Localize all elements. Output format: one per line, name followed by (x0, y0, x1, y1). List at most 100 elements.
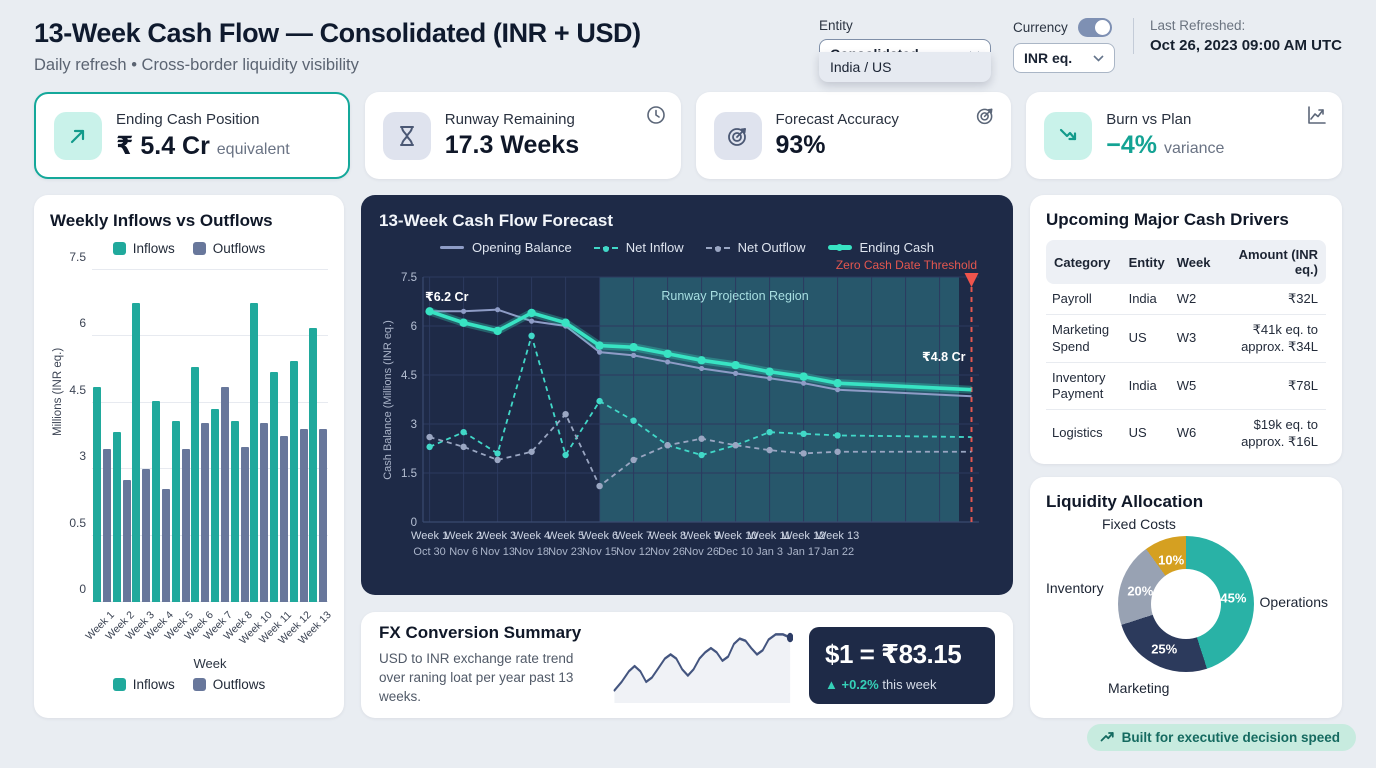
bar-chart-title: Weekly Inflows vs Outflows (50, 211, 273, 230)
gridline (92, 468, 328, 470)
page-subtitle: Daily refresh • Cross-border liquidity v… (34, 56, 359, 74)
forecast-legend-net-outflow: Net Outflow (705, 240, 806, 255)
outflow-bar (319, 429, 328, 602)
inflow-bar (112, 431, 121, 602)
table-cell: W5 (1170, 362, 1217, 411)
kpi-title: Ending Cash Position (116, 110, 260, 128)
bar-group (131, 270, 151, 602)
outflow-bar (142, 469, 151, 602)
svg-text:Week 13: Week 13 (816, 530, 859, 542)
table-header: Category (1046, 240, 1123, 284)
badge-label: Built for executive decision speed (1121, 730, 1340, 745)
svg-text:Week 6: Week 6 (581, 530, 618, 542)
main-grid: Weekly Inflows vs Outflows Inflows Outflo… (34, 195, 1342, 718)
table-cell: US (1122, 314, 1171, 363)
kpi-title: Runway Remaining (444, 111, 575, 128)
gridline (92, 401, 328, 403)
gridline (92, 269, 328, 270)
legend-marker (827, 244, 852, 251)
kpi-forecast-accuracy: Forecast Accuracy 93% (695, 92, 1012, 179)
entity-label: Entity (818, 18, 853, 33)
svg-text:1.5: 1.5 (401, 468, 417, 480)
table-row: Marketing Spend US W3 ₹41k eq. to approx. ₹… (1046, 314, 1326, 363)
kpi-runway-remaining: Runway Remaining 17.3 Weeks (364, 92, 681, 179)
donut-title: Liquidity Allocation (1046, 492, 1204, 511)
bar-group (289, 270, 309, 602)
bar-group (171, 270, 191, 602)
entity-option-india-us[interactable]: India / US (818, 52, 991, 82)
y-tick-label: 0 (79, 582, 86, 596)
header: 13-Week Cash Flow — Consolidated (INR + … (0, 0, 1376, 82)
y-tick-label: 3 (79, 449, 86, 464)
kpi-value: 17.3 Weeks (444, 131, 580, 159)
kpi-row: Ending Cash Position ₹ 5.4 Cr equivalent… (34, 92, 1342, 179)
svg-text:Jan 22: Jan 22 (821, 546, 854, 558)
svg-text:Week 3: Week 3 (479, 530, 516, 542)
table-cell: Inventory Payment (1046, 362, 1123, 411)
inflow-bar (230, 420, 239, 602)
kpi-burn-vs-plan: Burn vs Plan −4% variance (1026, 92, 1342, 179)
kpi-ending-cash-position: Ending Cash Position ₹ 5.4 Cr equivalent (34, 92, 350, 179)
bar-chart-plot: Millions (INR eq.) 0 0.5 3 4.5 6 7.5 (52, 250, 328, 602)
table-row: Payroll India W2 ₹32L (1046, 284, 1326, 316)
table-cell: W3 (1170, 314, 1217, 363)
svg-text:Week 12: Week 12 (782, 530, 825, 542)
svg-text:Nov 12: Nov 12 (616, 546, 651, 558)
svg-text:Nov 18: Nov 18 (514, 546, 549, 558)
table-cell: $19k eq. to approx. ₹16L (1241, 417, 1318, 449)
outflow-bar (240, 447, 249, 602)
outflow-bar (181, 449, 190, 602)
svg-text:Nov 15: Nov 15 (582, 546, 617, 558)
table-cell: ₹32L (1216, 284, 1326, 316)
currency-select[interactable]: INR eq. (1012, 43, 1115, 73)
weekly-inflows-outflows-card: Weekly Inflows vs Outflows Inflows Outflo… (34, 195, 344, 718)
svg-text:Week 8: Week 8 (649, 530, 686, 542)
currency-select-value: INR eq. (1023, 50, 1073, 66)
kpi-title: Burn vs Plan (1106, 111, 1192, 128)
x-tick-label: Week 13 (295, 609, 334, 647)
table-cell: ₹78L (1216, 362, 1326, 411)
toggle-knob (1094, 20, 1110, 35)
last-refreshed-label: Last Refreshed: (1149, 18, 1246, 33)
table-cell: US (1128, 425, 1147, 441)
table-cell: Payroll (1046, 284, 1123, 316)
trend-down-icon (1044, 111, 1093, 160)
fx-sparkline (613, 627, 794, 703)
kpi-suffix: variance (1163, 140, 1225, 157)
y-tick-label: 6 (79, 316, 86, 331)
legend-marker (705, 245, 730, 252)
outflow-bar (201, 422, 210, 602)
inflow-bar (309, 327, 318, 602)
svg-text:Nov 26: Nov 26 (684, 546, 719, 558)
inflow-bar (289, 360, 298, 602)
currency-toggle[interactable] (1077, 18, 1112, 37)
gridline (92, 335, 328, 337)
table-cell: Marketing Spend (1046, 314, 1123, 363)
donut-label-marketing: Marketing (1108, 680, 1170, 696)
table-cell: W2 (1170, 284, 1217, 316)
cash-drivers-card: Upcoming Major Cash Drivers Category Enti… (1030, 195, 1342, 464)
svg-text:Week 7: Week 7 (615, 530, 652, 542)
forecast-card: 13-Week Cash Flow Forecast Opening Balan… (361, 195, 1013, 595)
currency-control: Currency INR eq. (1012, 18, 1115, 73)
inflow-bar (210, 409, 219, 602)
fx-rate-box: $1 = ₹83.15 ▲ +0.2% this week (809, 626, 995, 704)
outflow-bar (299, 429, 308, 602)
svg-text:₹6.2 Cr: ₹6.2 Cr (425, 290, 469, 304)
bar-chart-legend-bottom: Inflows Outflows (50, 677, 328, 692)
gridline (92, 601, 328, 602)
bar-group (269, 270, 289, 602)
svg-text:Oct 30: Oct 30 (413, 546, 445, 558)
forecast-title: 13-Week Cash Flow Forecast (379, 211, 613, 230)
kpi-suffix: equivalent (216, 140, 290, 158)
legend-swatch (192, 678, 206, 691)
inflow-bar (269, 371, 278, 602)
slice-pct-label: 10% (1158, 552, 1185, 568)
svg-text:Week 11: Week 11 (748, 530, 790, 542)
legend-marker (440, 246, 465, 249)
fx-change-suffix: this week (882, 676, 937, 692)
table-header: Amount (INR eq.) (1216, 240, 1326, 284)
bar-group (308, 270, 328, 602)
bar-chart-legend-top: Inflows Outflows (50, 241, 328, 256)
